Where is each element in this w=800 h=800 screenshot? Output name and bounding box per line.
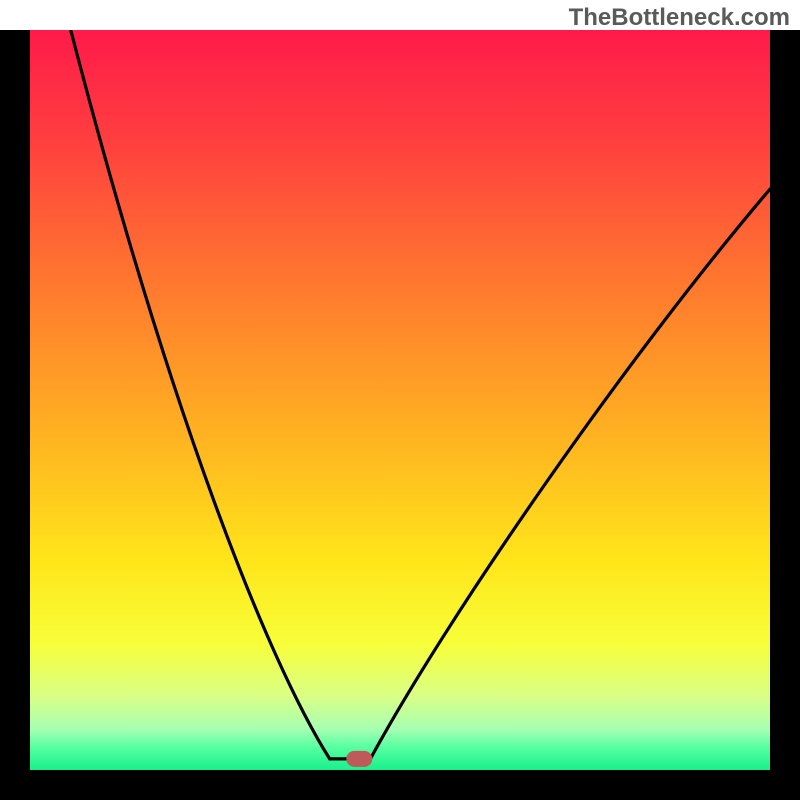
bottleneck-chart — [0, 0, 800, 800]
optimum-marker — [346, 751, 372, 767]
watermark-text: TheBottleneck.com — [569, 4, 790, 32]
frame-right — [770, 30, 800, 800]
plot-background — [30, 30, 770, 770]
frame-left — [0, 30, 30, 800]
frame-bottom — [0, 770, 800, 800]
